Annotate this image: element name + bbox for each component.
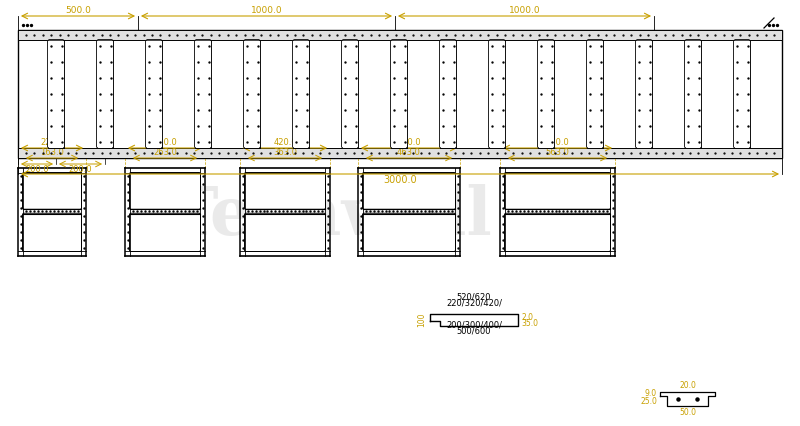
Text: 320.0: 320.0 <box>153 138 177 147</box>
FancyBboxPatch shape <box>130 213 201 251</box>
FancyBboxPatch shape <box>146 40 162 149</box>
FancyBboxPatch shape <box>97 40 114 149</box>
FancyBboxPatch shape <box>22 213 82 251</box>
Bar <box>342 40 358 148</box>
Text: 500/600: 500/600 <box>457 327 491 336</box>
Text: Techwell: Techwell <box>168 184 492 248</box>
FancyBboxPatch shape <box>342 40 358 149</box>
FancyBboxPatch shape <box>22 173 82 209</box>
Bar <box>293 40 309 148</box>
Text: 25.0: 25.0 <box>640 397 657 406</box>
FancyBboxPatch shape <box>47 40 65 149</box>
Bar <box>636 40 652 148</box>
Bar <box>440 40 456 148</box>
Bar <box>734 40 750 148</box>
Bar <box>538 40 554 148</box>
Text: 263.0: 263.0 <box>153 148 177 157</box>
Bar <box>587 40 603 148</box>
Bar <box>489 40 505 148</box>
Text: 620.0: 620.0 <box>546 138 570 147</box>
Text: 500.0: 500.0 <box>65 6 91 15</box>
FancyBboxPatch shape <box>505 173 610 209</box>
Text: 520/620: 520/620 <box>457 293 491 302</box>
Text: 35.0: 35.0 <box>521 320 538 328</box>
Text: 50.0: 50.0 <box>679 408 696 417</box>
FancyBboxPatch shape <box>439 40 457 149</box>
Text: 200.0: 200.0 <box>25 165 49 174</box>
Text: 9.0: 9.0 <box>645 389 657 398</box>
Bar <box>146 40 162 148</box>
FancyBboxPatch shape <box>243 40 261 149</box>
FancyBboxPatch shape <box>130 173 201 209</box>
FancyBboxPatch shape <box>734 40 750 149</box>
Bar <box>18 148 782 158</box>
Text: 220/320/420/: 220/320/420/ <box>446 299 502 308</box>
Text: 520.0: 520.0 <box>397 138 421 147</box>
Bar <box>18 30 782 40</box>
Text: 163.0: 163.0 <box>40 148 64 157</box>
FancyBboxPatch shape <box>685 40 702 149</box>
FancyBboxPatch shape <box>489 40 506 149</box>
Text: 363.0: 363.0 <box>273 148 297 157</box>
FancyBboxPatch shape <box>293 40 310 149</box>
Text: 2.0: 2.0 <box>521 313 533 322</box>
Text: 1000.0: 1000.0 <box>250 6 282 15</box>
Bar <box>48 40 64 148</box>
FancyBboxPatch shape <box>505 213 610 251</box>
FancyBboxPatch shape <box>635 40 653 149</box>
Bar <box>685 40 701 148</box>
Bar <box>97 40 113 148</box>
Bar <box>244 40 260 148</box>
Text: 200/300/400/: 200/300/400/ <box>446 321 502 330</box>
Text: 100: 100 <box>417 313 426 327</box>
Bar <box>391 40 407 148</box>
Text: 463.0: 463.0 <box>397 148 421 157</box>
Text: 200.0: 200.0 <box>69 165 92 174</box>
FancyBboxPatch shape <box>362 173 455 209</box>
Bar <box>195 40 211 148</box>
FancyBboxPatch shape <box>390 40 407 149</box>
Bar <box>18 30 782 158</box>
FancyBboxPatch shape <box>245 213 326 251</box>
FancyBboxPatch shape <box>538 40 554 149</box>
Text: 420.0: 420.0 <box>273 138 297 147</box>
Text: 1000.0: 1000.0 <box>509 6 540 15</box>
Text: 220.0: 220.0 <box>40 138 64 147</box>
FancyBboxPatch shape <box>362 213 455 251</box>
Text: Techwell: Techwell <box>238 49 562 113</box>
FancyBboxPatch shape <box>586 40 603 149</box>
Text: 563.0: 563.0 <box>546 148 570 157</box>
Text: 20.0: 20.0 <box>679 381 696 390</box>
FancyBboxPatch shape <box>245 173 326 209</box>
Text: 3000.0: 3000.0 <box>383 175 417 185</box>
FancyBboxPatch shape <box>194 40 211 149</box>
